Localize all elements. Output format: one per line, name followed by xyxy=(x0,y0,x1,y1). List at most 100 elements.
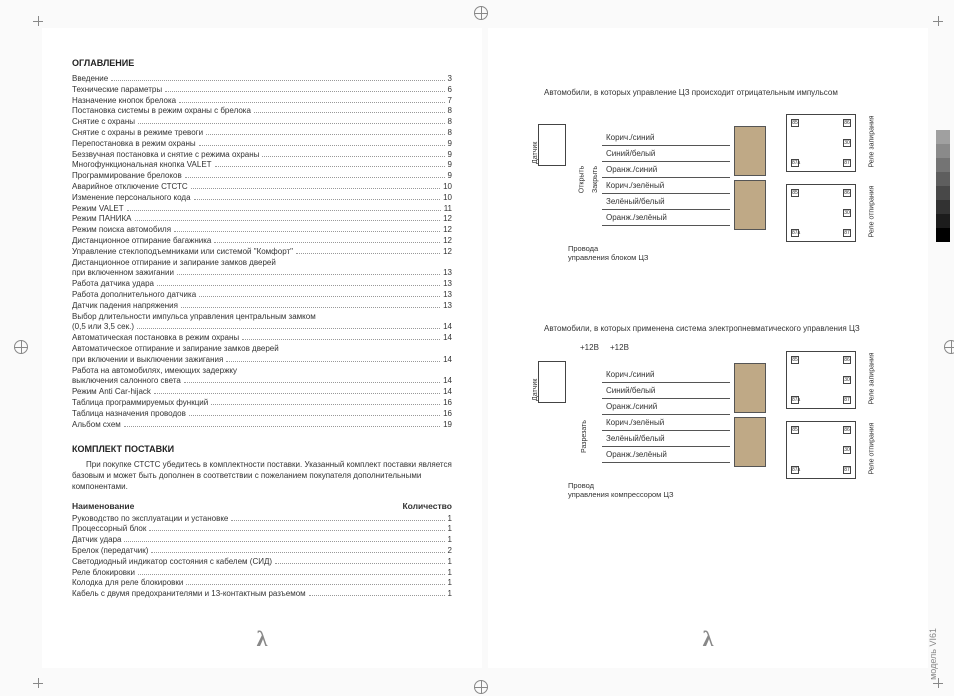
page-logo: λ xyxy=(703,626,714,652)
toc-row: Работа дополнительного датчика13 xyxy=(72,290,452,301)
toc-label: Таблица назначения проводов xyxy=(72,409,186,420)
toc-row: Режим VALET11 xyxy=(72,204,452,215)
toc-row: (0,5 или 3,5 сек.)14 xyxy=(72,322,452,333)
toc-label: Датчик падения напряжения xyxy=(72,301,178,312)
kit-dots xyxy=(151,552,444,553)
wire-labels-1: Корич./синийСиний/белыйОранж./синийКорич… xyxy=(602,130,730,226)
color-swatch xyxy=(936,144,950,158)
toc-row: Таблица программируемых функций16 xyxy=(72,398,452,409)
toc-dots xyxy=(185,177,445,178)
toc-dots xyxy=(127,210,441,211)
cut-label: Разрезать xyxy=(581,420,588,453)
kit-heading: КОМПЛЕКТ ПОСТАВКИ xyxy=(72,444,452,454)
toc-page: 3 xyxy=(448,74,452,85)
color-swatch xyxy=(936,186,950,200)
toc-page: 8 xyxy=(448,128,452,139)
open-label: Открыть xyxy=(578,166,585,194)
toc-row: Аварийное отключение СТСТС10 xyxy=(72,182,452,193)
relay-lock: 85 86 30 87а 87 xyxy=(786,114,856,172)
kit-dots xyxy=(309,595,445,596)
left-page: ОГЛАВЛЕНИЕ Введение3Технические параметр… xyxy=(42,28,482,668)
toc-label: Назначение кнопок брелока xyxy=(72,96,176,107)
relay-pin: 85 xyxy=(791,426,799,434)
kit-qty: 2 xyxy=(448,546,452,557)
toc-dots xyxy=(206,134,445,135)
toc-page: 19 xyxy=(443,420,452,431)
toc-dots xyxy=(157,285,440,286)
relay-pin: 85 xyxy=(791,119,799,127)
wiring-diagram-1: Датчик Открыть Закрыть Корич./синийСиний… xyxy=(524,106,894,286)
toc-label: Режим VALET xyxy=(72,204,124,215)
crop-mark-tr xyxy=(933,16,943,26)
toc-page: 10 xyxy=(443,193,452,204)
toc-row: Альбом схем19 xyxy=(72,420,452,431)
toc-label: Изменение персонального кода xyxy=(72,193,191,204)
toc-row: Снятие с охраны в режиме тревоги8 xyxy=(72,128,452,139)
footnote-line: управления блоком ЦЗ xyxy=(568,253,648,262)
toc-row: Таблица назначения проводов16 xyxy=(72,409,452,420)
toc-page: 8 xyxy=(448,117,452,128)
kit-label: Датчик удара xyxy=(72,535,121,546)
toc-page: 8 xyxy=(448,106,452,117)
toc-row: Постановка системы в режим охраны с брел… xyxy=(72,106,452,117)
toc-row: Программирование брелоков9 xyxy=(72,171,452,182)
toc-dots xyxy=(154,393,440,394)
sensor-label: Датчик xyxy=(532,378,539,400)
connector-block xyxy=(734,363,766,467)
toc-label: Перепостановка в режим охраны xyxy=(72,139,196,150)
toc-row: при включении и выключении зажигания14 xyxy=(72,355,452,366)
relay-unlock: 85 86 30 87а 87 xyxy=(786,184,856,242)
crop-mark-bl xyxy=(33,678,43,688)
toc-page: 14 xyxy=(443,387,452,398)
toc-label: Дистанционное отпирание и запирание замк… xyxy=(72,258,276,269)
wire-label: Зелёный/белый xyxy=(602,431,730,447)
wire-label: Оранж./синий xyxy=(602,162,730,178)
kit-head-qty: Количество xyxy=(402,501,452,511)
toc-page: 6 xyxy=(448,85,452,96)
toc-dots xyxy=(215,166,445,167)
wire-labels-2: Корич./синийСиний/белыйОранж./синийКорич… xyxy=(602,367,730,463)
kit-row: Реле блокировки1 xyxy=(72,568,452,579)
color-swatch xyxy=(936,158,950,172)
toc-row: при включенном зажигании13 xyxy=(72,268,452,279)
kit-label: Руководство по эксплуатации и установке xyxy=(72,514,228,525)
toc-row: Введение3 xyxy=(72,74,452,85)
toc-row: выключения салонного света14 xyxy=(72,376,452,387)
relay-unlock-label: Реле отпирания xyxy=(868,186,875,238)
toc-dots xyxy=(226,361,440,362)
relay-pin: 86 xyxy=(843,189,851,197)
kit-qty: 1 xyxy=(448,535,452,546)
toc-dots xyxy=(177,274,440,275)
kit-dots xyxy=(275,563,445,564)
relay-pin: 87 xyxy=(843,396,851,404)
kit-row: Кабель с двумя предохранителями и 13-кон… xyxy=(72,589,452,600)
toc-dots xyxy=(165,91,444,92)
toc-label: (0,5 или 3,5 сек.) xyxy=(72,322,134,333)
toc-page: 13 xyxy=(443,301,452,312)
toc-label: Дистанционное отпирание багажника xyxy=(72,236,211,247)
toc-row: Технические параметры6 xyxy=(72,85,452,96)
toc-page: 14 xyxy=(443,333,452,344)
relay-unlock: 85 86 30 87а 87 xyxy=(786,421,856,479)
plus12v-2: +12В xyxy=(610,343,629,352)
toc-label: Работа на автомобилях, имеющих задержку xyxy=(72,366,237,377)
relay-lock-label: Реле запирания xyxy=(869,352,876,404)
kit-qty: 1 xyxy=(448,578,452,589)
wiring-diagram-2: +12В +12В Датчик Разрезать Корич./синийС… xyxy=(524,343,894,523)
diagram1-footnote: Провода управления блоком ЦЗ xyxy=(568,244,648,262)
toc-page: 7 xyxy=(448,96,452,107)
wire-label: Синий/белый xyxy=(602,146,730,162)
right-page: Автомобили, в которых управление ЦЗ прои… xyxy=(488,28,928,668)
toc-label: Режим поиска автомобиля xyxy=(72,225,171,236)
toc-dots xyxy=(137,328,440,329)
color-swatch xyxy=(936,200,950,214)
toc-page: 14 xyxy=(443,376,452,387)
color-calibration-bar xyxy=(936,130,950,242)
kit-dots xyxy=(138,574,445,575)
kit-label: Брелок (передатчик) xyxy=(72,546,148,557)
wire-label: Оранж./зелёный xyxy=(602,447,730,463)
wire-label: Оранж./синий xyxy=(602,399,730,415)
toc-list: Введение3Технические параметры6Назначени… xyxy=(72,74,452,430)
toc-page: 9 xyxy=(448,160,452,171)
relay-pin: 85 xyxy=(791,189,799,197)
